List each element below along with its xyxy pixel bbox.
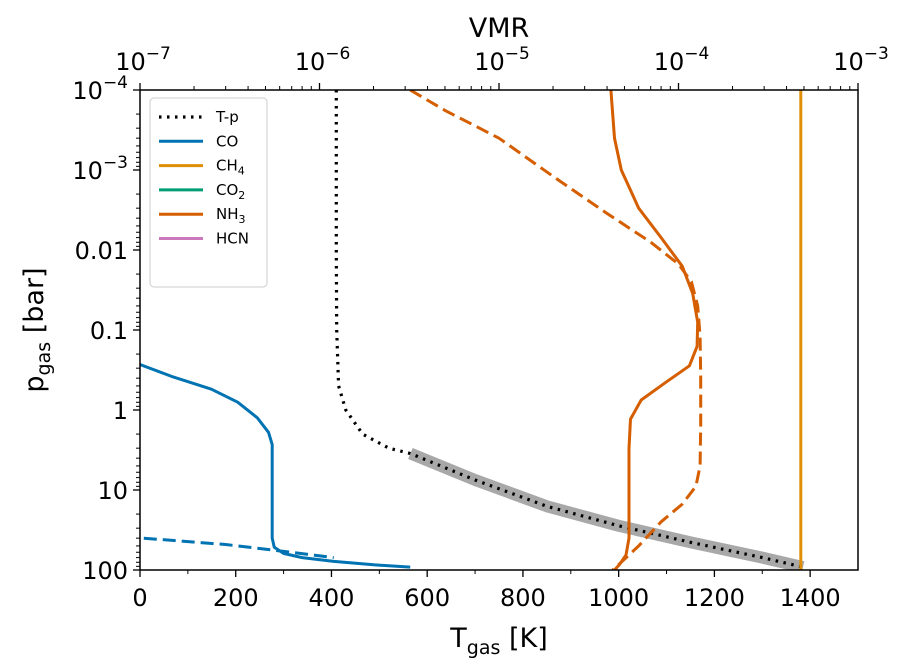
x-tick-label-5: 1000: [588, 584, 649, 612]
x-tick-label-2: 400: [309, 584, 355, 612]
x-tick-label-3: 600: [404, 584, 450, 612]
top-tick-label-4: 10−3: [833, 44, 889, 76]
y-axis-title-unit: [bar]: [19, 267, 50, 341]
top-axis-title: VMR: [469, 13, 530, 44]
top-tick-label-3: 10−4: [654, 44, 710, 76]
x-tick-label-0: 0: [132, 584, 147, 612]
x-tick-label-7: 1400: [780, 584, 841, 612]
legend-label-0: T-p: [215, 108, 239, 126]
x-tick-label-6: 1200: [684, 584, 745, 612]
x-tick-label-1: 200: [213, 584, 259, 612]
legend: T-p CO CH4 CO2 NH3 HCN: [149, 97, 268, 288]
y-tick-label-6: 100: [82, 557, 128, 585]
top-tick-label-1: 10−6: [295, 44, 351, 76]
x-axis-title-unit: [K]: [500, 623, 547, 654]
x-axis-title-main: T: [449, 623, 467, 654]
y-tick-label-4: 1: [113, 397, 128, 425]
y-axis-title-sub: gas: [33, 342, 55, 376]
x-axis-title: Tgas [K]: [449, 623, 547, 659]
series-line-co-dashed: [143, 536, 334, 560]
x-axis-title-sub: gas: [467, 637, 501, 659]
y-tick-label-2: 0.01: [75, 237, 128, 265]
y-tick-label-1: 10−3: [72, 153, 128, 185]
y-axis-title-main: p: [19, 375, 50, 392]
series-line-co: [140, 363, 411, 569]
axis-ticks: 0 200 400 600 800 1000 1200 1400 10−7 10−6 10−5 10−…: [72, 44, 888, 612]
y-tick-label-5: 10: [97, 477, 128, 505]
legend-label-1: CO: [216, 132, 238, 150]
series-line-nh3: [609, 90, 700, 570]
y-tick-label-0: 10−4: [72, 73, 128, 105]
series-line-t-p: [334, 90, 804, 569]
legend-box: [149, 97, 268, 288]
series-line-nh3-dashed: [409, 90, 703, 570]
x-tick-label-4: 800: [500, 584, 546, 612]
plot-area: [140, 90, 805, 570]
legend-label-2: CH4: [216, 157, 245, 178]
legend-label-4: NH3: [216, 205, 246, 226]
y-axis-title: pgas [bar]: [19, 267, 55, 392]
top-tick-label-0: 10−7: [115, 44, 171, 76]
legend-label-3: CO2: [216, 181, 245, 202]
legend-label-5: HCN: [216, 230, 249, 248]
y-tick-label-3: 0.1: [90, 317, 128, 345]
top-tick-label-2: 10−5: [474, 44, 530, 76]
